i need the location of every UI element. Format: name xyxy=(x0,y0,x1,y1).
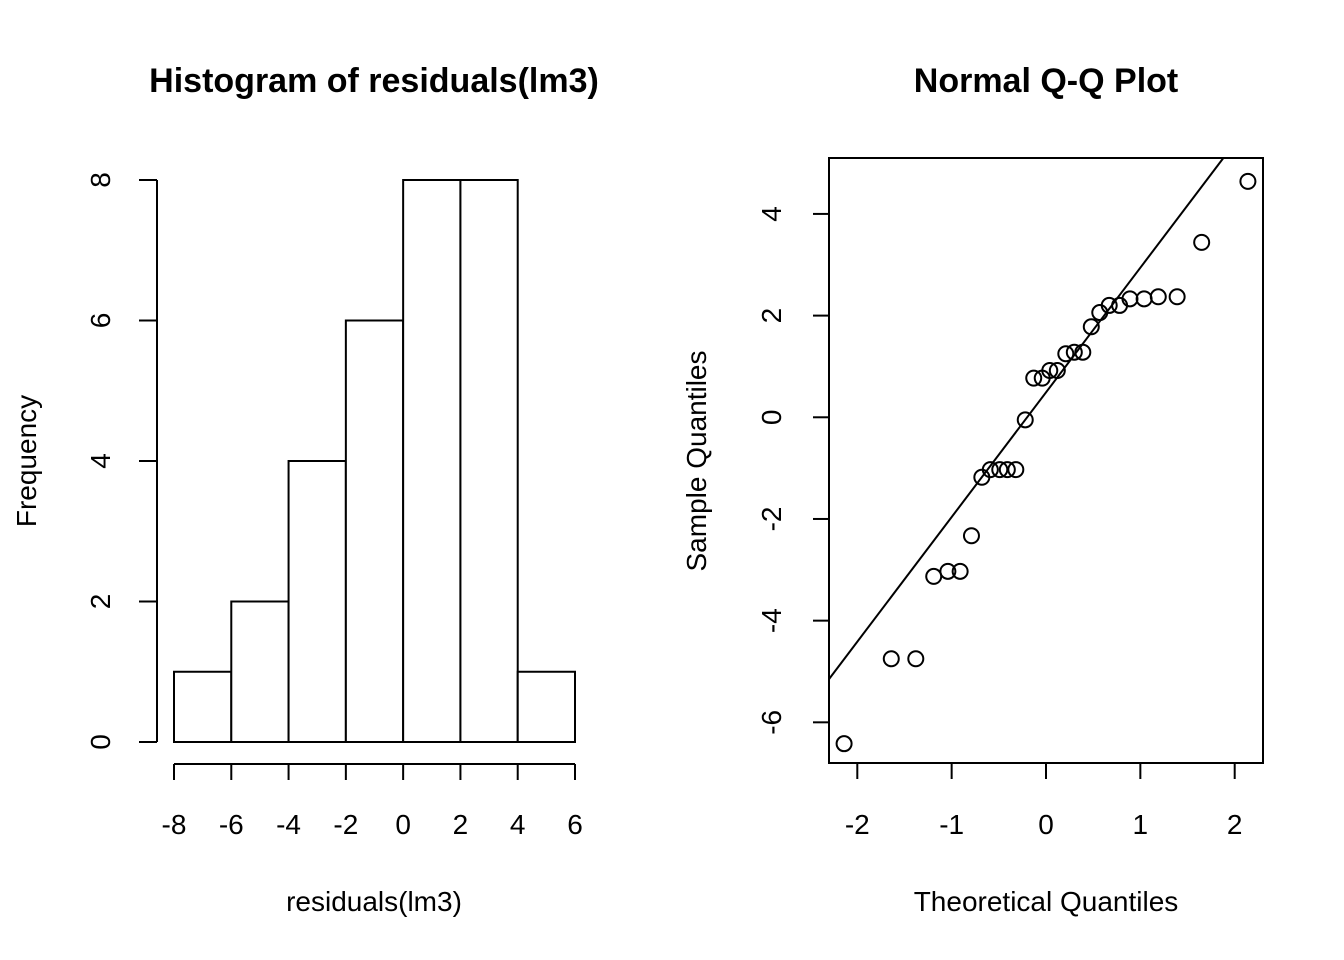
histogram-y-axis: 0 2 4 6 8 xyxy=(85,172,158,750)
qq-point xyxy=(1048,362,1066,380)
qq-x-axis: -2 -1 0 1 2 xyxy=(845,763,1243,840)
qq-y-tick-label: -6 xyxy=(756,710,787,735)
qq-y-tick-label: 2 xyxy=(756,308,787,324)
qq-point xyxy=(951,562,969,580)
qq-point xyxy=(1239,172,1257,190)
qq-reference-line-group xyxy=(828,157,1225,680)
histogram-x-tick-label: 6 xyxy=(567,809,583,840)
qq-x-axis-title: Theoretical Quantiles xyxy=(914,886,1179,917)
histogram-bar xyxy=(459,179,519,743)
histogram-bar xyxy=(516,670,577,743)
qq-point xyxy=(1065,343,1083,361)
qq-y-tick-label: 0 xyxy=(756,409,787,425)
histogram-bar xyxy=(173,670,233,743)
histogram-y-tick-label: 4 xyxy=(85,453,116,469)
qq-x-tick-label: 2 xyxy=(1227,809,1243,840)
qq-plot-title: Normal Q-Q Plot xyxy=(914,62,1178,100)
qq-point xyxy=(1074,343,1092,361)
qq-x-tick-label: 1 xyxy=(1133,809,1149,840)
qq-point xyxy=(1168,288,1186,306)
qq-point xyxy=(882,650,900,668)
qq-point xyxy=(981,461,999,479)
histogram-x-tick-label: -4 xyxy=(276,809,301,840)
qq-y-tick-label: -4 xyxy=(756,608,787,633)
histogram-y-tick-label: 6 xyxy=(85,313,116,329)
qq-point xyxy=(1016,411,1034,429)
qq-point xyxy=(1057,345,1075,363)
histogram-bars xyxy=(173,179,577,743)
histogram-panel: Histogram of residuals(lm3) residuals(lm… xyxy=(11,62,599,917)
histogram-y-tick-label: 8 xyxy=(85,172,116,188)
qq-point xyxy=(939,562,957,580)
histogram-bar xyxy=(287,460,347,743)
qq-points xyxy=(835,172,1257,753)
histogram-title: Histogram of residuals(lm3) xyxy=(149,62,599,100)
histogram-y-tick-label: 0 xyxy=(85,734,116,750)
qq-point xyxy=(835,735,853,753)
qq-plot-panel: Normal Q-Q Plot Theoretical Quantiles Sa… xyxy=(681,62,1264,917)
histogram-x-axis: -8 -6 -4 -2 0 2 4 6 xyxy=(162,763,583,840)
qq-x-tick-label: -2 xyxy=(845,809,870,840)
histogram-bar xyxy=(344,319,405,743)
histogram-x-axis-title: residuals(lm3) xyxy=(286,886,462,917)
histogram-x-tick-label: -6 xyxy=(219,809,244,840)
qq-point xyxy=(1007,461,1025,479)
qq-y-axis: -6 -4 -2 0 2 4 xyxy=(756,206,829,735)
qq-point xyxy=(991,461,1009,479)
qq-reference-line xyxy=(828,157,1225,680)
histogram-x-tick-label: 0 xyxy=(395,809,411,840)
qq-y-axis-title: Sample Quantiles xyxy=(681,350,712,571)
qq-point xyxy=(907,650,925,668)
qq-point xyxy=(998,461,1016,479)
qq-point xyxy=(1149,288,1167,306)
qq-x-tick-label: 0 xyxy=(1038,809,1054,840)
histogram-bar xyxy=(230,600,290,743)
histogram-x-tick-label: -2 xyxy=(333,809,358,840)
histogram-x-tick-label: 2 xyxy=(453,809,469,840)
qq-y-tick-label: -2 xyxy=(756,507,787,532)
histogram-x-tick-label: -8 xyxy=(162,809,187,840)
histogram-x-tick-label: 4 xyxy=(510,809,526,840)
histogram-bar xyxy=(402,179,462,743)
qq-y-tick-label: 4 xyxy=(756,206,787,222)
qq-point xyxy=(925,567,943,585)
qq-point xyxy=(962,527,980,545)
qq-point xyxy=(1025,369,1043,387)
histogram-y-tick-label: 2 xyxy=(85,594,116,610)
qq-point xyxy=(1082,318,1100,336)
qq-x-tick-label: -1 xyxy=(939,809,964,840)
qq-point xyxy=(1135,290,1153,308)
qq-point xyxy=(1100,296,1118,314)
histogram-y-axis-title: Frequency xyxy=(11,395,42,527)
qq-point xyxy=(1041,362,1059,380)
qq-point xyxy=(1193,233,1211,251)
